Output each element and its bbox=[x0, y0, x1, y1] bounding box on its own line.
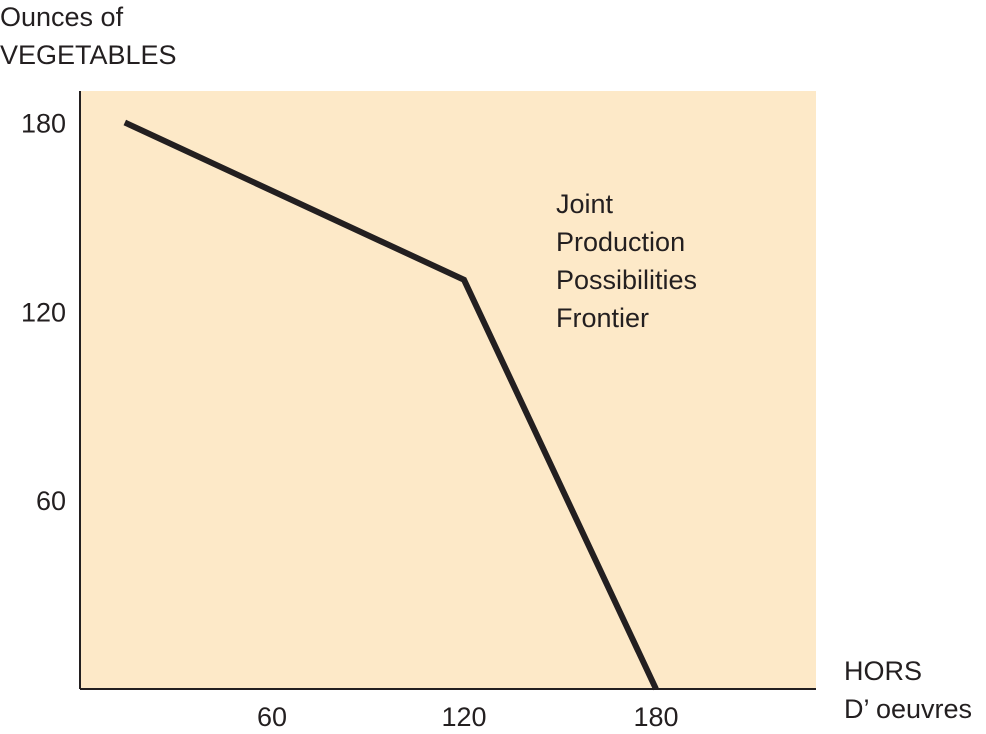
x-tick-label: 180 bbox=[633, 702, 678, 732]
x-tick-label: 60 bbox=[257, 702, 287, 732]
frontier-line bbox=[123, 119, 659, 691]
y-tick-label: 180 bbox=[21, 108, 66, 138]
y-tick-label: 60 bbox=[36, 486, 66, 516]
x-tick-labels: 60 120 180 bbox=[257, 702, 679, 732]
x-axis-label: HORS D’ oeuvres bbox=[844, 656, 972, 724]
x-tick-label: 120 bbox=[441, 702, 486, 732]
series-group bbox=[123, 119, 659, 691]
frontier-annotation: Joint Production Possibilities Frontier bbox=[556, 189, 697, 333]
plot-area bbox=[80, 91, 816, 689]
y-axis-label: Ounces of VEGETABLES bbox=[0, 2, 177, 70]
y-tick-label: 120 bbox=[21, 297, 66, 327]
y-tick-labels: 60 120 180 bbox=[21, 108, 66, 516]
